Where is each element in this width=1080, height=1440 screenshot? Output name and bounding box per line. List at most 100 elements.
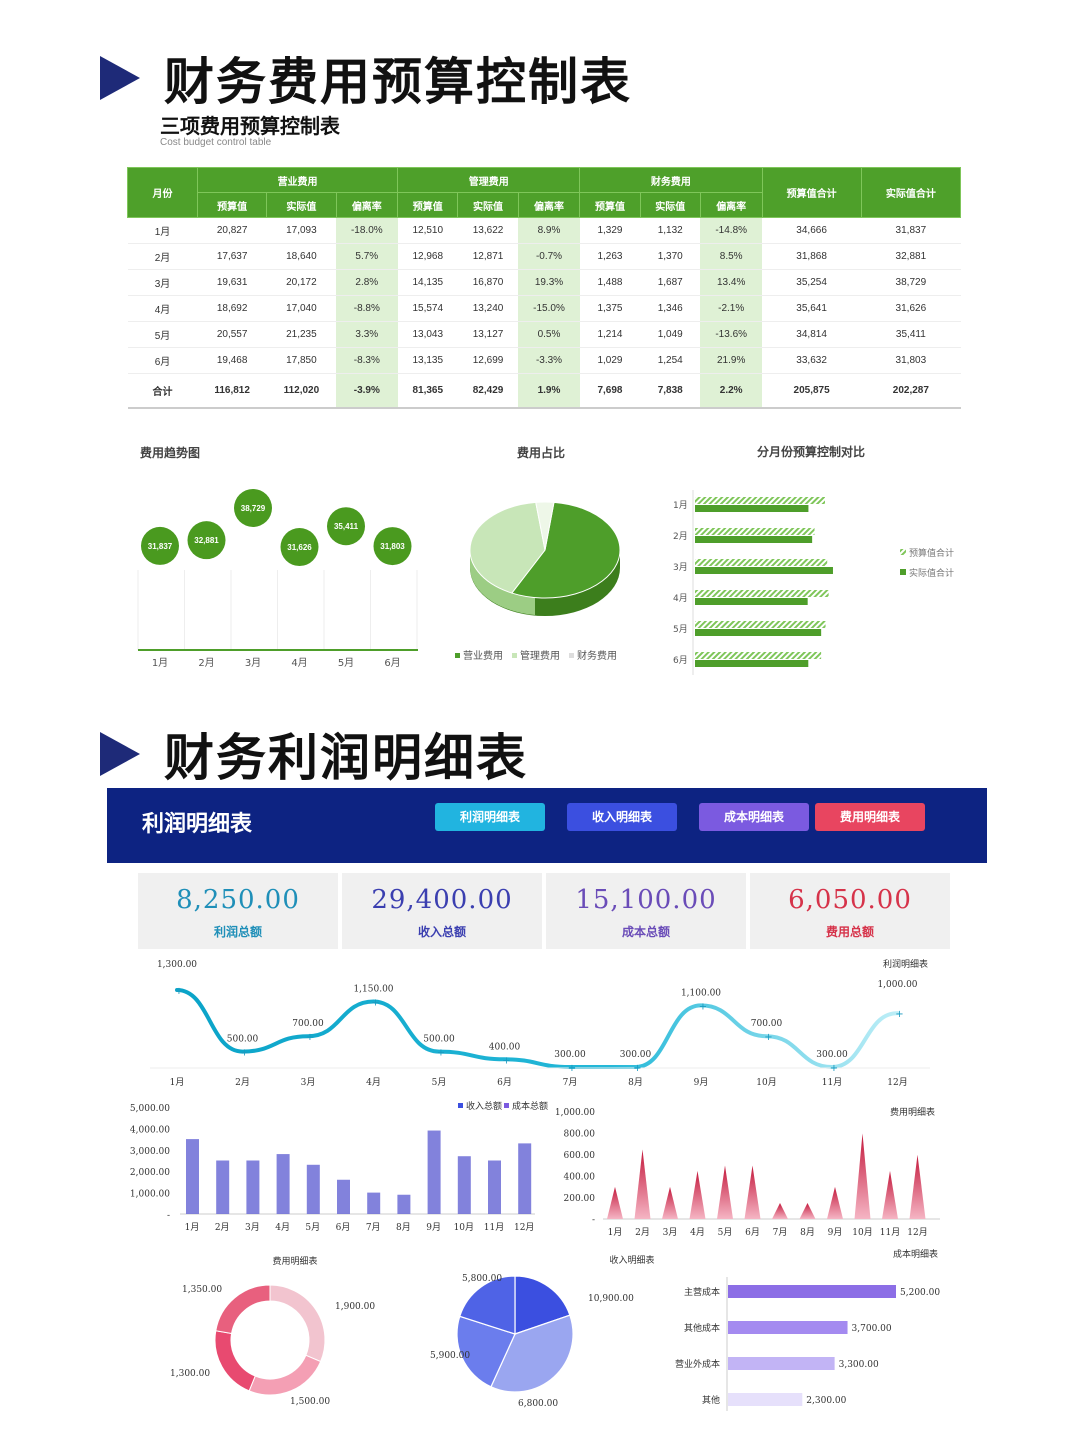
table-cell: 20,557 bbox=[197, 321, 267, 348]
table-cell: 8.9% bbox=[518, 217, 580, 244]
table-cell: 3月 bbox=[127, 269, 198, 296]
kpi-label: 费用总额 bbox=[825, 925, 874, 939]
section-title-text: 财务利润明细表 bbox=[164, 729, 528, 787]
table-cell: 2.2% bbox=[700, 373, 762, 409]
table-cell: 12,871 bbox=[457, 243, 519, 270]
table-cell: 8.5% bbox=[700, 243, 762, 270]
header-month: 月份 bbox=[127, 167, 198, 218]
point-marker: + bbox=[830, 1063, 838, 1074]
point-marker: + bbox=[895, 1009, 903, 1020]
y-tick-label: 2月 bbox=[673, 531, 688, 542]
table-cell: 2月 bbox=[127, 243, 198, 270]
tab-profit[interactable]: 利润明细表 bbox=[435, 803, 545, 831]
data-label: 400.00 bbox=[489, 1042, 521, 1052]
data-label: 32,881 bbox=[194, 536, 219, 545]
table-cell: 31,868 bbox=[762, 243, 862, 270]
header-sub: 预算值 bbox=[579, 192, 641, 218]
donut-slice bbox=[248, 1354, 322, 1396]
pie-slice bbox=[456, 1315, 516, 1388]
data-point bbox=[234, 488, 272, 527]
point-marker: + bbox=[306, 1032, 314, 1043]
header-sub: 实际值 bbox=[639, 192, 701, 218]
table-cell: -14.8% bbox=[700, 217, 762, 244]
x-tick-label: 7月 bbox=[773, 1227, 788, 1238]
y-tick-label: 200.00 bbox=[564, 1194, 596, 1204]
data-label: 300.00 bbox=[620, 1050, 652, 1060]
x-tick-label: 3月 bbox=[663, 1227, 678, 1238]
point-marker: + bbox=[764, 1032, 772, 1043]
table-cell: 12,699 bbox=[457, 347, 519, 374]
tab-cost[interactable]: 成本明细表 bbox=[699, 803, 809, 831]
bar-income bbox=[397, 1194, 411, 1214]
legend-label: 收入总额 bbox=[466, 1100, 502, 1112]
spike-mark bbox=[662, 1186, 678, 1219]
pie-slice bbox=[511, 501, 621, 599]
x-tick-label: 10月 bbox=[756, 1077, 776, 1088]
pie-slice bbox=[459, 1275, 516, 1335]
spike-mark bbox=[607, 1186, 623, 1219]
header-sub: 偏离率 bbox=[517, 192, 581, 218]
y-tick-label: 1,000.00 bbox=[555, 1108, 595, 1118]
x-tick-label: 2月 bbox=[635, 1227, 650, 1238]
data-label: 3,300.00 bbox=[839, 1360, 879, 1370]
table-cell: 13.4% bbox=[700, 269, 762, 296]
table-cell: 17,093 bbox=[266, 217, 336, 244]
table-cell: -3.9% bbox=[336, 373, 398, 409]
point-marker: + bbox=[437, 1048, 445, 1059]
data-label: 1,300.00 bbox=[170, 1369, 210, 1379]
x-tick-label: 6月 bbox=[497, 1077, 512, 1088]
table-cell: 15,574 bbox=[397, 295, 458, 322]
data-label: 5,900.00 bbox=[430, 1351, 470, 1361]
table-cell: 13,622 bbox=[457, 217, 519, 244]
x-tick-label: 11月 bbox=[822, 1077, 842, 1088]
profit-banner: 利润明细表 利润明细表 收入明细表 成本明细表 费用明细表 bbox=[107, 788, 987, 863]
x-tick-label: 4月 bbox=[690, 1227, 705, 1238]
section-title-budget: 财务费用预算控制表 bbox=[100, 42, 632, 114]
table-cell: 1,049 bbox=[640, 321, 701, 348]
x-tick-label: 11月 bbox=[484, 1222, 504, 1233]
data-label: 31,803 bbox=[380, 542, 405, 551]
point-marker: + bbox=[633, 1063, 641, 1074]
pie-slice bbox=[490, 1314, 574, 1393]
bar-budget bbox=[695, 652, 822, 659]
data-label: 6,800.00 bbox=[518, 1399, 558, 1409]
table-cell: 1,488 bbox=[579, 269, 641, 296]
x-tick-label: 6月 bbox=[745, 1227, 760, 1238]
kpi-cost: 15,100.00 成本总额 bbox=[546, 873, 746, 949]
data-label: 1,350.00 bbox=[182, 1285, 222, 1295]
data-label: 500.00 bbox=[227, 1035, 259, 1045]
table-row: 2月 17,637 18,640 5.7% 12,968 12,871 -0.7% 1,263… bbox=[127, 243, 961, 270]
bar-budget bbox=[695, 621, 826, 628]
y-tick-label: 6月 bbox=[673, 655, 688, 666]
spike-mark bbox=[909, 1154, 926, 1219]
data-label: 700.00 bbox=[292, 1019, 324, 1029]
kpi-value: 29,400.00 bbox=[371, 885, 513, 915]
y-tick-label: 1月 bbox=[673, 500, 688, 511]
y-tick-label: 600.00 bbox=[564, 1151, 596, 1161]
header-sub: 实际值 bbox=[457, 192, 519, 218]
chart-title: 费用明细表 bbox=[272, 1255, 317, 1267]
table-row: 4月 18,692 17,040 -8.8% 15,574 13,240 -15.0% 1,3… bbox=[127, 295, 961, 322]
x-tick-label: 2月 bbox=[235, 1077, 250, 1088]
table-cell: 38,729 bbox=[861, 269, 961, 296]
bar-income bbox=[457, 1156, 471, 1214]
tab-income[interactable]: 收入明细表 bbox=[567, 803, 677, 831]
bar-income bbox=[216, 1160, 230, 1214]
kpi-profit: 8,250.00 利润总额 bbox=[138, 873, 338, 949]
x-tick-label: 7月 bbox=[366, 1222, 381, 1233]
bar-income bbox=[337, 1179, 350, 1214]
triangle-icon bbox=[100, 56, 140, 100]
tab-expense[interactable]: 费用明细表 bbox=[815, 803, 925, 831]
table-cell: 4月 bbox=[127, 295, 198, 322]
section-title-profit: 财务利润明细表 bbox=[100, 718, 528, 790]
kpi-label: 成本总额 bbox=[621, 925, 670, 939]
y-tick-label: 800.00 bbox=[564, 1130, 596, 1140]
table-cell: 0.5% bbox=[518, 321, 580, 348]
income-pie-chart: 收入明细表 5,800.00 10,900.00 6,800.00 5,900.00 bbox=[430, 1254, 655, 1409]
donut-slice bbox=[214, 1330, 256, 1392]
legend-swatch bbox=[900, 549, 906, 555]
legend-swatch bbox=[569, 653, 574, 658]
pie-chart-title: 费用占比 bbox=[517, 446, 566, 460]
header-sub: 实际值 bbox=[266, 192, 337, 218]
